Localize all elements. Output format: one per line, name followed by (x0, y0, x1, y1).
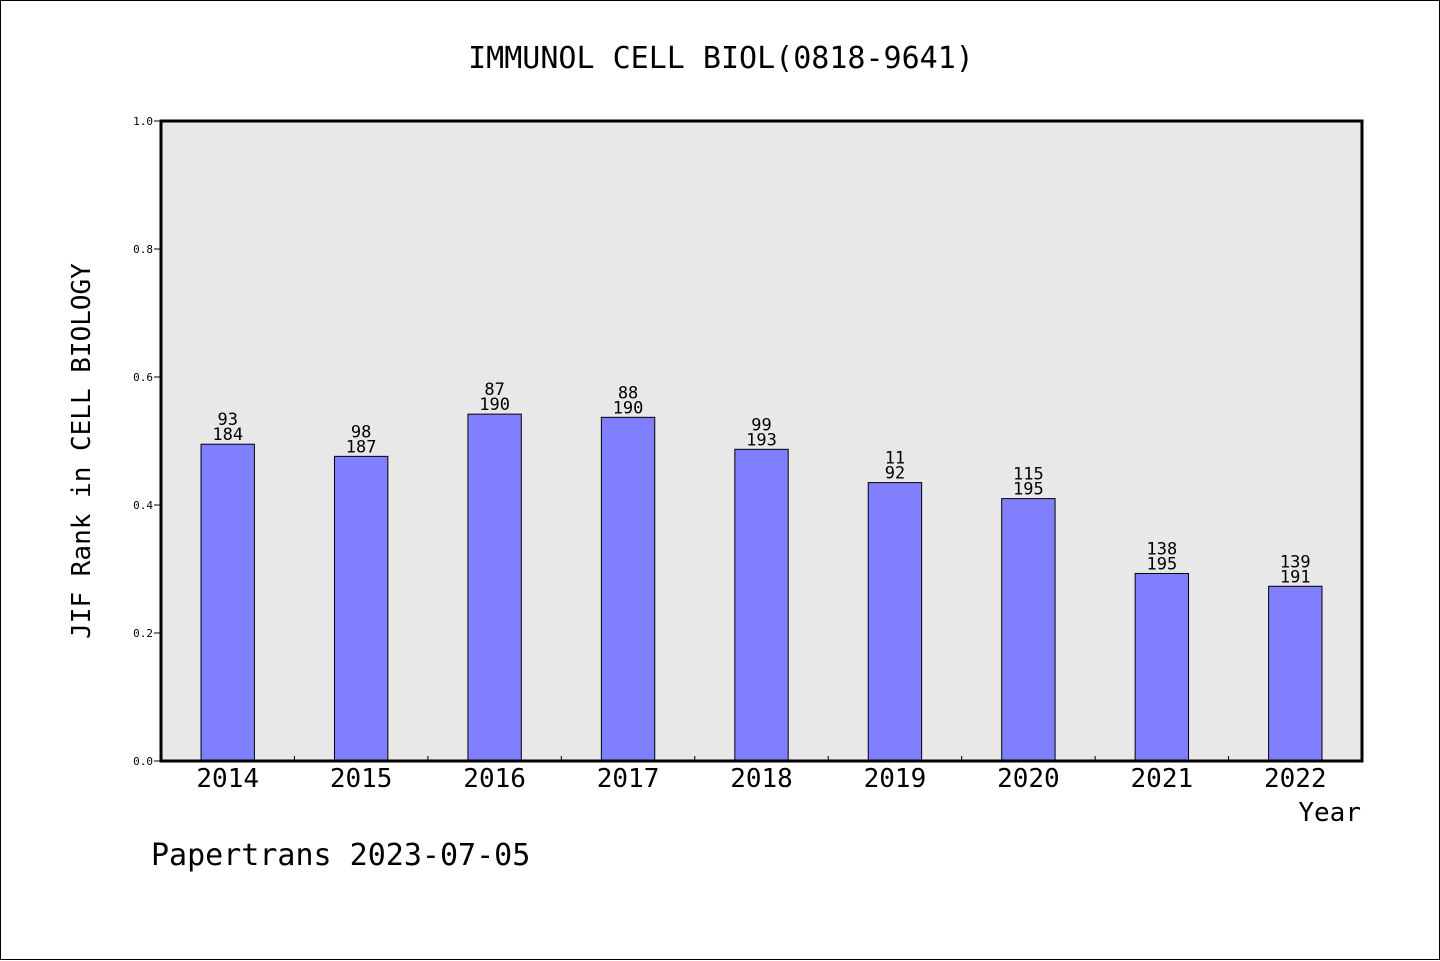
bar (1134, 572, 1190, 762)
bar-rank-label: 11 (885, 449, 905, 469)
bar-rank-label: 87 (484, 380, 504, 400)
y-tick-label: 1.0 (133, 115, 153, 128)
bar-rank-label: 98 (351, 422, 371, 442)
bar-rank-label: 99 (751, 415, 771, 435)
bar-total-label: 92 (885, 464, 905, 484)
x-tick-label: 2015 (330, 764, 393, 794)
x-tick-label: 2020 (997, 764, 1060, 794)
footer-note: Papertrans 2023-07-05 (151, 838, 530, 873)
x-tick-label: 2018 (730, 764, 793, 794)
bar-rank-label: 88 (618, 383, 638, 403)
y-tick-label: 0.6 (133, 371, 153, 384)
x-tick-label: 2016 (463, 764, 526, 794)
bar-total-label: 191 (1280, 567, 1311, 587)
bar (734, 448, 789, 762)
bar-total-label: 187 (346, 437, 377, 457)
x-tick-label: 2019 (864, 764, 927, 794)
y-axis-label: JIF Rank in CELL BIOLOGY (67, 263, 97, 639)
bar (333, 455, 389, 762)
y-tick-label: 0.0 (133, 755, 153, 768)
bar-total-label: 190 (479, 395, 510, 415)
bar-rank-label: 115 (1013, 465, 1044, 485)
y-tick-label: 0.8 (133, 243, 153, 256)
bar-rank-label: 93 (217, 410, 237, 430)
y-tick-label: 0.2 (133, 627, 153, 640)
x-tick-label: 2014 (196, 764, 259, 794)
bar-total-label: 195 (1013, 480, 1044, 500)
bar-total-label: 195 (1146, 554, 1177, 574)
bar (1268, 585, 1323, 762)
x-tick-label: 2022 (1264, 764, 1327, 794)
x-axis-label: Year (1298, 798, 1361, 828)
bar (200, 443, 255, 762)
bar (467, 413, 522, 762)
bar (867, 482, 923, 762)
bar (600, 416, 656, 762)
bar-total-label: 193 (746, 430, 777, 450)
x-tick-label: 2017 (597, 764, 660, 794)
y-tick-label: 0.4 (133, 499, 153, 512)
chart-title: IMMUNOL CELL BIOL(0818-9641) (468, 41, 974, 76)
bar-total-label: 184 (212, 425, 243, 445)
x-tick-label: 2021 (1131, 764, 1194, 794)
bar-rank-label: 138 (1146, 539, 1177, 559)
plot-border (159, 119, 1364, 763)
plot-area: 0.00.20.40.60.81.09318420149818720158719… (133, 115, 1364, 794)
bar-rank-label: 139 (1280, 552, 1311, 572)
bar-total-label: 190 (613, 398, 644, 418)
bar (1001, 498, 1056, 762)
